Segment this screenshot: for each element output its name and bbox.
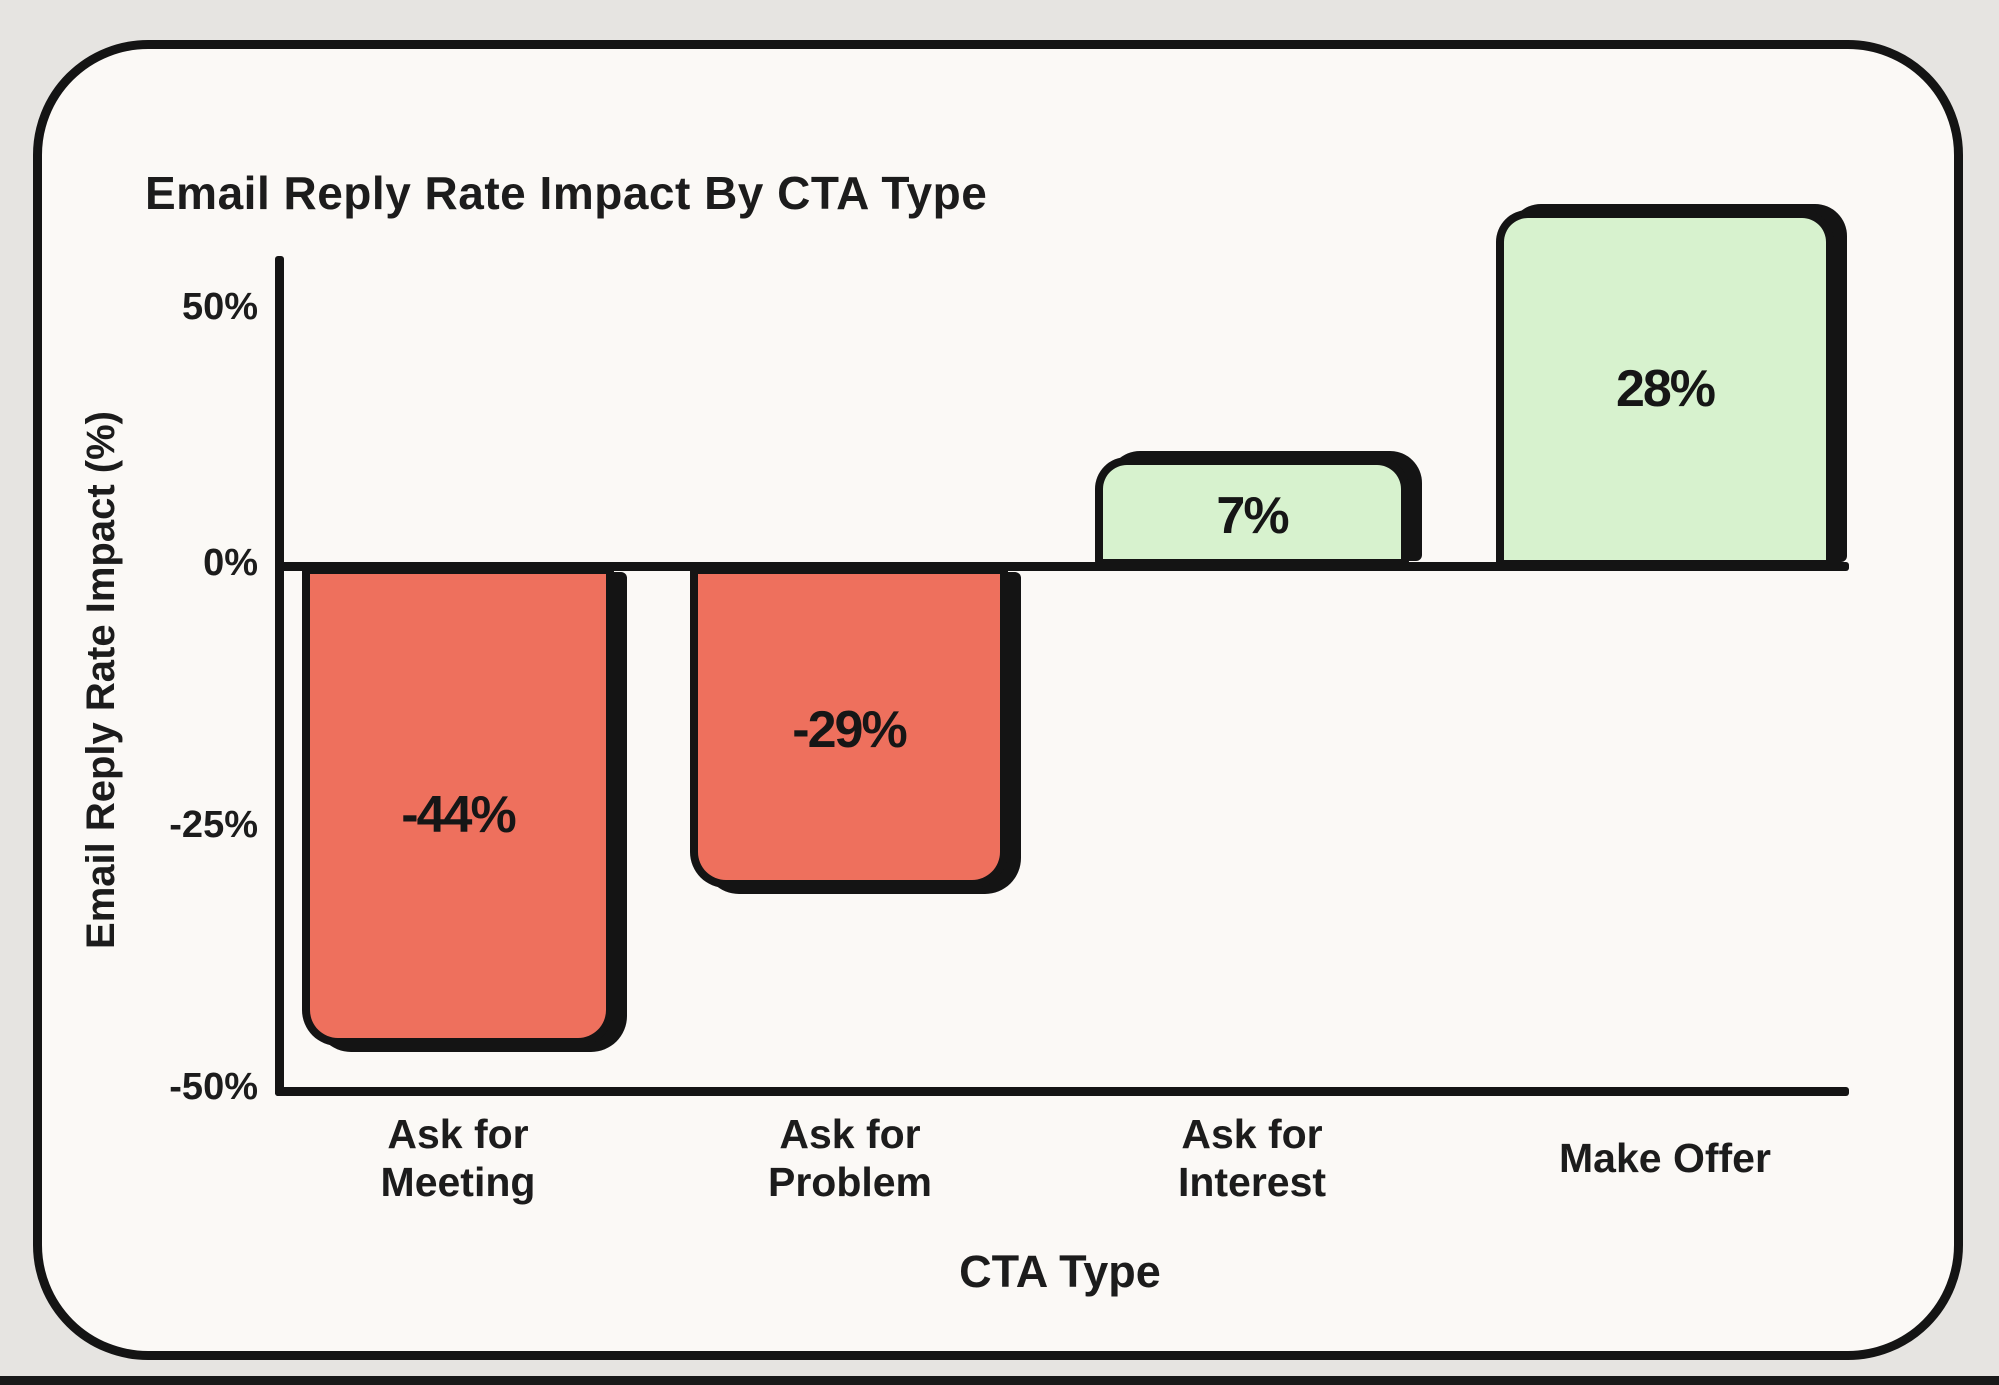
x-category-line: Ask for — [779, 1111, 921, 1157]
x-category-line: Ask for — [387, 1111, 529, 1157]
bar-ask-for-problem — [690, 566, 1008, 888]
x-category-line: Meeting — [380, 1159, 536, 1205]
x-category-line: Ask for — [1181, 1111, 1323, 1157]
x-category-line: Make Offer — [1559, 1135, 1771, 1181]
y-tick-0: 0% — [203, 542, 258, 584]
y-axis-line — [275, 256, 284, 1096]
zero-baseline — [275, 562, 1849, 571]
x-category-line: Problem — [767, 1159, 933, 1205]
bar-value-label-make-offer: 28% — [1615, 360, 1716, 418]
x-category-label-ask-for-interest: Ask for Interest — [1062, 1110, 1442, 1206]
chart-title: Email Reply Rate Impact By CTA Type — [145, 167, 988, 219]
x-category-label-ask-for-meeting: Ask for Meeting — [268, 1110, 648, 1206]
bar-ask-for-meeting — [302, 566, 614, 1046]
bottom-edge-bar — [0, 1376, 1999, 1385]
x-category-label-make-offer: Make Offer — [1475, 1134, 1855, 1182]
bar-value-label-ask-for-interest: 7% — [1216, 487, 1289, 545]
x-axis-line — [275, 1087, 1849, 1096]
bar-value-label-ask-for-problem: -29% — [792, 701, 907, 759]
bar-value-label-ask-for-meeting: -44% — [401, 786, 516, 844]
x-category-label-ask-for-problem: Ask for Problem — [660, 1110, 1040, 1206]
x-category-line: Interest — [1177, 1159, 1327, 1205]
x-axis-title: CTA Type — [959, 1246, 1161, 1297]
y-axis-title: Email Reply Rate Impact (%) — [79, 411, 123, 949]
y-tick-neg50: -50% — [169, 1066, 258, 1108]
y-tick-50: 50% — [181, 286, 258, 328]
y-tick-neg25: -25% — [169, 804, 258, 846]
